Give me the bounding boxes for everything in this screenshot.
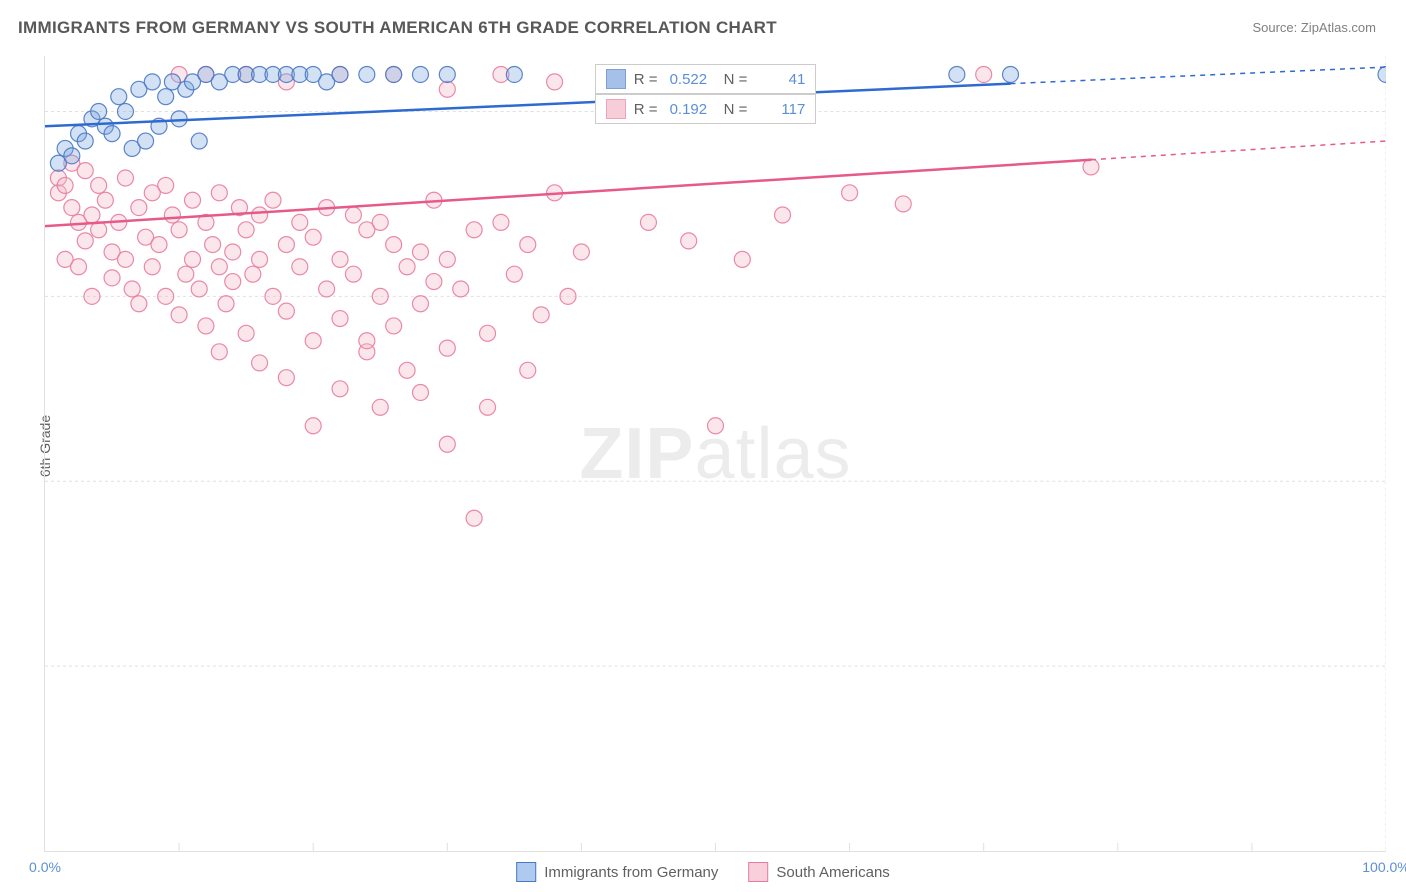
n-label: N = [724,71,748,88]
n-label: N = [724,101,748,118]
n-value: 41 [759,71,805,88]
r-label: R = [634,101,658,118]
legend-item: Immigrants from Germany [516,862,718,882]
r-value: 0.192 [670,101,716,118]
legend-label: South Americans [776,864,889,881]
chart-title: IMMIGRANTS FROM GERMANY VS SOUTH AMERICA… [18,18,777,38]
stat-legend-row: R = 0.522 N = 41 [595,64,817,94]
plot-area: ZIPatlas R = 0.522 N = 41 R = 0.192 N = … [44,56,1386,852]
legend-swatch-icon [606,69,626,89]
x-tick-label: 0.0% [29,859,61,875]
legend-item: South Americans [748,862,889,882]
x-tick-label: 100.0% [1362,859,1406,875]
legend-swatch-icon [516,862,536,882]
source-attribution: Source: ZipAtlas.com [1252,20,1376,35]
source-label: Source: [1252,20,1300,35]
r-label: R = [634,71,658,88]
r-value: 0.522 [670,71,716,88]
legend-swatch-icon [748,862,768,882]
plot-inner: ZIPatlas R = 0.522 N = 41 R = 0.192 N = … [44,56,1386,852]
stat-legend-row: R = 0.192 N = 117 [595,94,817,124]
chart-svg [45,56,1386,851]
source-value: ZipAtlas.com [1301,20,1376,35]
n-value: 117 [759,101,805,118]
legend-label: Immigrants from Germany [544,864,718,881]
bottom-legend: Immigrants from Germany South Americans [516,862,890,882]
legend-swatch-icon [606,99,626,119]
